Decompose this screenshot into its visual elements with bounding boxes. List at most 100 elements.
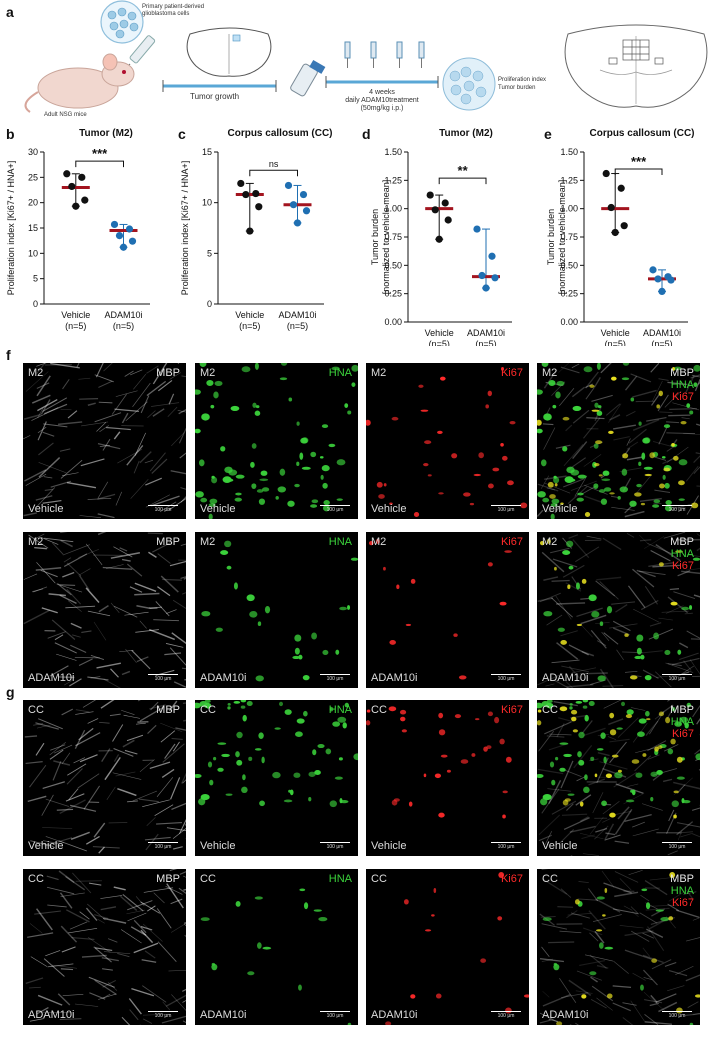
hna-nucleus bbox=[254, 748, 262, 751]
ki67-nucleus bbox=[546, 538, 551, 544]
channel-label-mbp: MBP bbox=[156, 873, 180, 885]
mbp-fibre bbox=[160, 575, 179, 593]
mbp-fibre bbox=[666, 432, 695, 434]
micrograph-cc-adam10i-hna: CC HNA ADAM10i 100 μm bbox=[195, 869, 358, 1025]
data-point bbox=[491, 274, 499, 282]
mbp-fibre bbox=[37, 426, 47, 434]
mbp-fibre bbox=[38, 462, 67, 474]
mbp-fibre bbox=[558, 363, 570, 373]
mbp-fibre bbox=[138, 798, 159, 803]
ki67-nucleus bbox=[581, 994, 587, 999]
mbp-fibre bbox=[613, 771, 637, 788]
hna-nucleus bbox=[537, 389, 543, 395]
mbp-fibre bbox=[179, 818, 186, 834]
mbp-fibre bbox=[113, 431, 121, 440]
mbp-fibre bbox=[59, 892, 73, 909]
ki67-nucleus bbox=[556, 1021, 563, 1025]
mbp-fibre bbox=[36, 724, 51, 729]
mbp-fibre bbox=[146, 817, 156, 826]
hna-nucleus bbox=[310, 451, 317, 458]
hna-nucleus bbox=[322, 649, 329, 656]
mbp-fibre bbox=[142, 923, 163, 942]
channel-label-ki67: Ki67 bbox=[671, 897, 694, 909]
hna-nucleus bbox=[246, 700, 253, 707]
mbp-fibre bbox=[655, 993, 677, 1003]
mbp-fibre bbox=[53, 744, 73, 754]
y-tick-label: 0.25 bbox=[384, 289, 402, 299]
ki67-nucleus bbox=[368, 541, 374, 546]
significance-label: *** bbox=[631, 154, 647, 169]
mbp-fibre bbox=[113, 605, 138, 618]
mbp-fibre bbox=[679, 652, 699, 660]
mbp-fibre bbox=[87, 402, 96, 406]
hna-nucleus bbox=[295, 731, 303, 738]
mbp-fibre bbox=[602, 801, 620, 815]
hna-nucleus bbox=[215, 627, 223, 632]
mbp-fibre bbox=[546, 735, 565, 738]
channel-label: HNA bbox=[329, 536, 352, 548]
mbp-fibre bbox=[140, 901, 161, 914]
mbp-fibre bbox=[27, 795, 47, 803]
hna-nucleus bbox=[294, 647, 300, 655]
x-category-label: (n=5) bbox=[65, 321, 86, 331]
mbp-fibre bbox=[126, 563, 143, 577]
mbp-fibre bbox=[628, 428, 647, 444]
mbp-fibre bbox=[25, 761, 43, 765]
micrograph-texture bbox=[366, 367, 528, 517]
y-axis-label: [normalized to vehicle mean] bbox=[557, 180, 567, 295]
mbp-fibre bbox=[35, 908, 53, 931]
hna-nucleus bbox=[209, 498, 218, 504]
mbp-fibre bbox=[668, 414, 691, 417]
ki67-nucleus bbox=[440, 754, 448, 758]
mbp-fibre bbox=[101, 957, 119, 962]
hna-nucleus bbox=[643, 437, 651, 444]
hna-nucleus bbox=[584, 774, 588, 781]
mbp-fibre bbox=[695, 452, 700, 455]
hna-nucleus bbox=[198, 459, 205, 467]
mbp-fibre bbox=[152, 363, 168, 385]
mbp-fibre bbox=[570, 480, 597, 491]
mbp-fibre bbox=[56, 653, 77, 661]
channel-label-ki67: Ki67 bbox=[671, 391, 694, 403]
mbp-fibre bbox=[36, 375, 51, 397]
mbp-fibre bbox=[698, 381, 700, 385]
mbp-fibre bbox=[100, 906, 117, 911]
mbp-fibre bbox=[184, 678, 186, 681]
mbp-fibre bbox=[169, 869, 178, 871]
mbp-fibre bbox=[669, 408, 697, 410]
mbp-fibre bbox=[71, 936, 95, 940]
mbp-fibre bbox=[684, 375, 695, 394]
mbp-fibre bbox=[30, 840, 54, 847]
mbp-fibre bbox=[68, 600, 82, 612]
mbp-fibre bbox=[30, 956, 48, 967]
hna-nucleus bbox=[550, 513, 555, 519]
mbp-fibre bbox=[146, 905, 156, 912]
mbp-fibre bbox=[75, 711, 94, 715]
mbp-fibre bbox=[70, 644, 87, 653]
mbp-fibre bbox=[648, 628, 674, 640]
mbp-fibre bbox=[24, 735, 38, 738]
mbp-fibre bbox=[166, 609, 177, 614]
scale-bar: 100 μm bbox=[491, 841, 521, 850]
channel-label-ki67: Ki67 bbox=[500, 704, 523, 716]
ki67-nucleus bbox=[609, 492, 615, 495]
mbp-fibre bbox=[179, 452, 186, 459]
hna-nucleus bbox=[287, 500, 295, 507]
region-label: CC bbox=[542, 704, 558, 716]
hna-nucleus bbox=[240, 705, 246, 709]
hna-nucleus bbox=[681, 606, 690, 611]
data-point bbox=[654, 275, 662, 283]
hna-nucleus bbox=[227, 706, 231, 710]
condition-label: ADAM10i bbox=[28, 672, 75, 684]
mbp-fibre bbox=[33, 586, 48, 593]
ki67-nucleus bbox=[460, 759, 469, 764]
ki67-nucleus bbox=[537, 709, 542, 713]
mbp-fibre bbox=[543, 576, 559, 581]
mbp-fibre bbox=[36, 382, 50, 389]
mbp-fibre bbox=[624, 949, 652, 960]
ki67-nucleus bbox=[640, 502, 646, 506]
hna-nucleus bbox=[200, 917, 210, 922]
readout-line-1: Proliferation index bbox=[498, 77, 547, 83]
mbp-fibre bbox=[103, 917, 127, 924]
mbp-fibre bbox=[690, 638, 700, 640]
